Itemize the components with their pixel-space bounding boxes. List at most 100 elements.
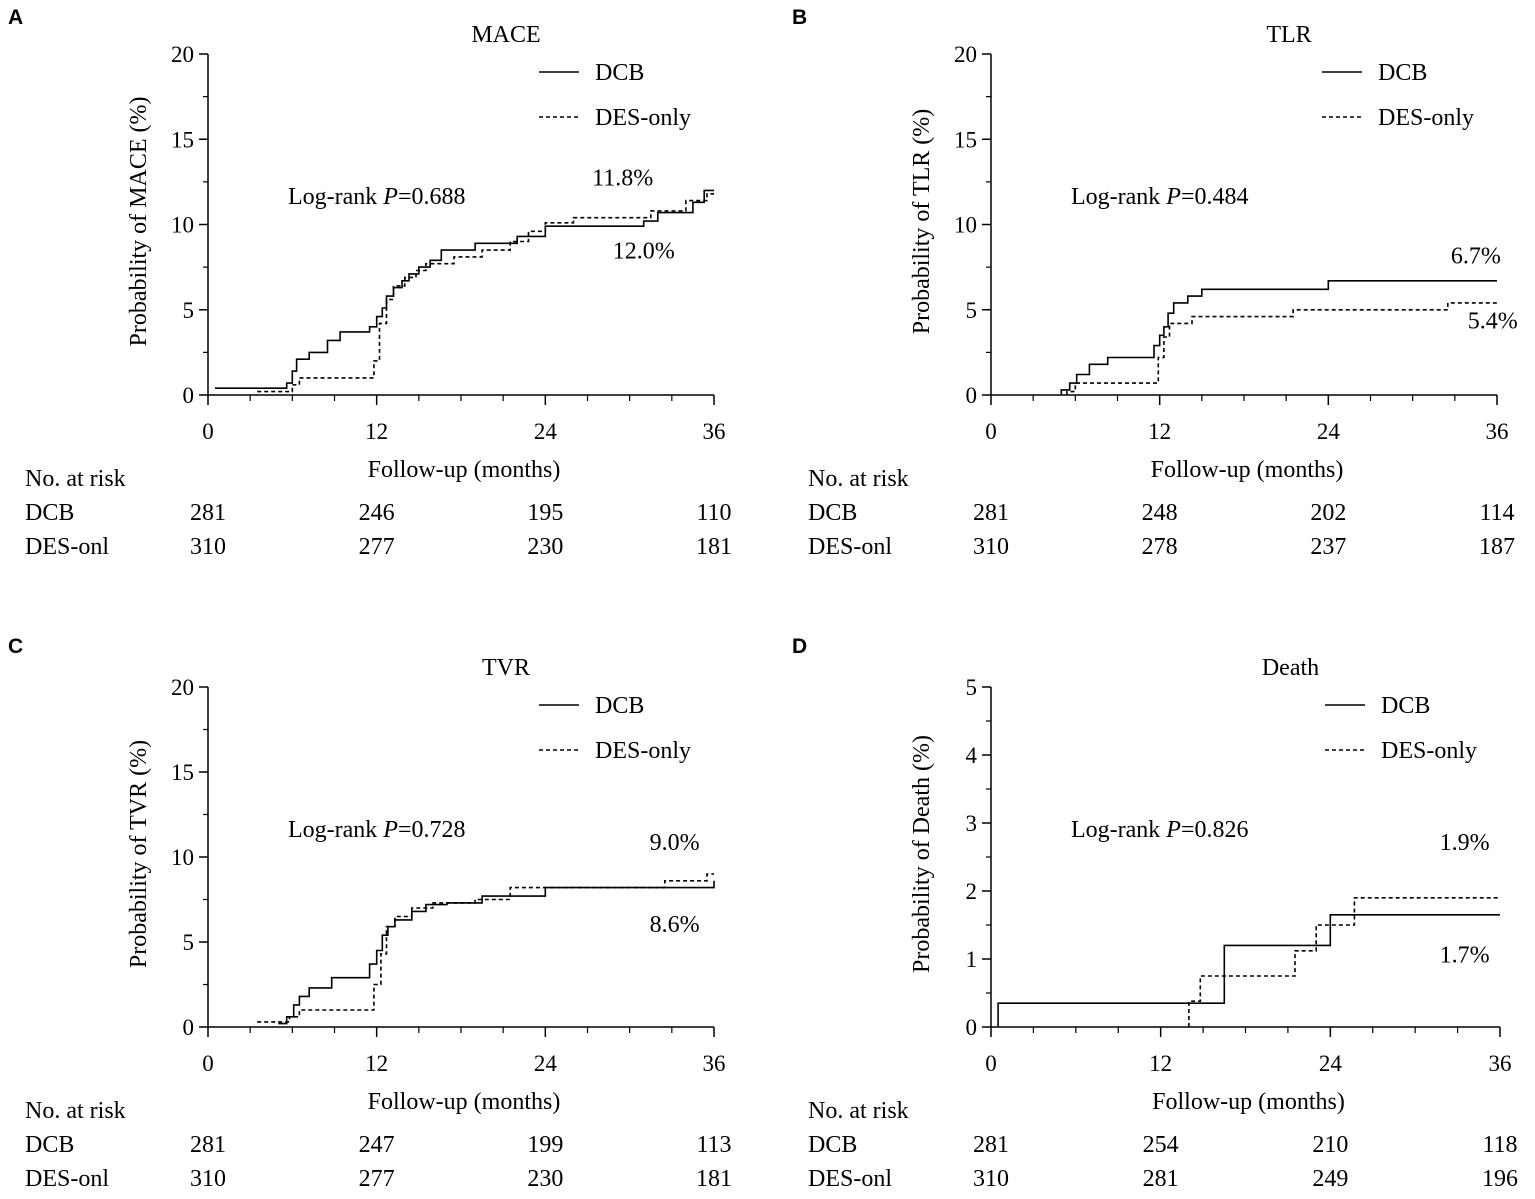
legend-label: DCB	[595, 693, 644, 719]
panel-label: D	[792, 635, 807, 658]
at-risk-value: 181	[696, 534, 732, 560]
at-risk-value: 246	[359, 500, 395, 526]
at-risk-value: 195	[527, 500, 563, 526]
panel-label: B	[792, 6, 807, 29]
at-risk-value: 247	[359, 1132, 395, 1158]
y-tick-label: 20	[954, 42, 977, 67]
legend-label: DES-only	[1381, 738, 1477, 764]
x-tick-label: 12	[365, 419, 388, 444]
at-risk-row-label: DCB	[808, 1132, 857, 1158]
x-tick-label: 0	[985, 1051, 997, 1076]
at-risk-row-label: DCB	[25, 500, 74, 526]
at-risk-value: 310	[973, 1166, 1009, 1192]
panel-c: C TVR 0 5 10 15 20 0 12 24 36 Follow-up (months) Pro…	[8, 635, 732, 1192]
at-risk-value: 254	[1143, 1132, 1179, 1158]
chart-title: TVR	[482, 655, 530, 681]
series-line-des-only	[1066, 302, 1497, 395]
at-risk-value: 110	[696, 500, 731, 526]
x-tick-label: 12	[365, 1051, 388, 1076]
at-risk-value: 230	[527, 534, 563, 560]
x-tick-label: 0	[985, 419, 997, 444]
at-risk-heading: No. at risk	[808, 1098, 909, 1124]
y-tick-label: 3	[966, 811, 978, 836]
x-axis-label: Follow-up (months)	[368, 457, 561, 483]
at-risk-value: 281	[973, 500, 1009, 526]
at-risk-value: 210	[1312, 1132, 1348, 1158]
x-axis-label: Follow-up (months)	[1151, 457, 1344, 483]
at-risk-value: 277	[359, 534, 395, 560]
at-risk-value: 118	[1482, 1132, 1517, 1158]
at-risk-value: 249	[1312, 1166, 1348, 1192]
x-tick-label: 12	[1148, 419, 1171, 444]
y-tick-label: 0	[183, 1015, 195, 1040]
y-tick-label: 10	[171, 213, 194, 238]
percent-annotation: 11.8%	[592, 165, 653, 191]
series-line-dcb	[997, 914, 1500, 1027]
at-risk-value: 237	[1310, 534, 1346, 560]
x-axis-label: Follow-up (months)	[1152, 1089, 1345, 1115]
y-axis-label: Probability of TLR (%)	[909, 109, 935, 335]
x-tick-label: 0	[202, 419, 214, 444]
series-line-des-only	[1188, 897, 1500, 1027]
at-risk-row-label: DES-onl	[25, 1166, 109, 1192]
at-risk-heading: No. at risk	[808, 466, 909, 492]
y-tick-label: 4	[966, 743, 978, 768]
x-tick-label: 0	[202, 1051, 214, 1076]
chart-title: Death	[1262, 655, 1319, 681]
y-axis-label: Probability of Death (%)	[909, 735, 935, 973]
at-risk-heading: No. at risk	[25, 1098, 126, 1124]
panel-label: C	[8, 635, 23, 658]
x-tick-label: 24	[1319, 1051, 1343, 1076]
percent-annotation: 5.4%	[1468, 309, 1518, 335]
percent-annotation: 9.0%	[650, 830, 700, 856]
series-line-des-only	[257, 873, 714, 1023]
y-tick-label: 15	[171, 127, 194, 152]
pvalue-annotation: Log-rank P=0.688	[288, 184, 466, 210]
pvalue-annotation: Log-rank P=0.826	[1071, 817, 1249, 843]
panel-a: A MACE 0 5 10 15 20 0 12 24 36 Follow-up (months) Pr…	[8, 6, 732, 560]
y-tick-label: 15	[171, 760, 194, 785]
x-tick-label: 24	[534, 419, 558, 444]
at-risk-row-label: DCB	[25, 1132, 74, 1158]
pvalue-annotation: Log-rank P=0.728	[288, 817, 466, 843]
y-tick-label: 0	[183, 383, 195, 408]
at-risk-row-label: DES-onl	[808, 1166, 892, 1192]
at-risk-value: 181	[696, 1166, 732, 1192]
y-tick-label: 10	[954, 213, 977, 238]
at-risk-value: 310	[190, 534, 226, 560]
legend-label: DES-only	[595, 738, 691, 764]
at-risk-value: 248	[1142, 500, 1178, 526]
at-risk-value: 230	[527, 1166, 563, 1192]
at-risk-value: 281	[190, 500, 226, 526]
at-risk-value: 187	[1479, 534, 1515, 560]
at-risk-value: 113	[696, 1132, 731, 1158]
x-tick-label: 24	[1317, 419, 1341, 444]
percent-annotation: 1.7%	[1440, 942, 1490, 968]
at-risk-value: 277	[359, 1166, 395, 1192]
pvalue-annotation: Log-rank P=0.484	[1071, 184, 1249, 210]
at-risk-value: 310	[973, 534, 1009, 560]
y-tick-label: 20	[171, 675, 194, 700]
percent-annotation: 6.7%	[1451, 244, 1501, 270]
legend-label: DCB	[595, 60, 644, 86]
legend-label: DES-only	[1378, 105, 1474, 131]
y-tick-label: 20	[171, 42, 194, 67]
x-tick-label: 36	[1486, 419, 1509, 444]
at-risk-value: 310	[190, 1166, 226, 1192]
x-tick-label: 36	[703, 1051, 726, 1076]
at-risk-value: 114	[1479, 500, 1514, 526]
y-tick-label: 5	[966, 675, 978, 700]
at-risk-row-label: DCB	[808, 500, 857, 526]
y-axis-label: Probability of TVR (%)	[126, 740, 152, 968]
legend-label: DES-only	[595, 105, 691, 131]
chart-title: TLR	[1266, 22, 1311, 48]
at-risk-heading: No. at risk	[25, 466, 126, 492]
x-tick-label: 24	[534, 1051, 558, 1076]
at-risk-value: 196	[1482, 1166, 1518, 1192]
at-risk-value: 202	[1310, 500, 1346, 526]
legend-label: DCB	[1378, 60, 1427, 86]
series-line-dcb	[278, 880, 715, 1025]
y-tick-label: 2	[966, 879, 978, 904]
